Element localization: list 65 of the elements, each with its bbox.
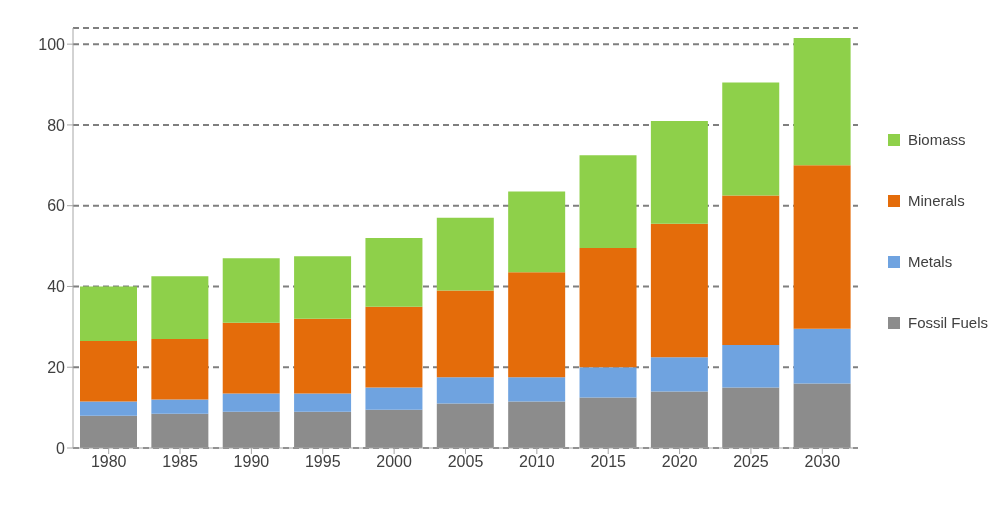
- bar: [650, 357, 708, 392]
- x-tick-label: 2020: [661, 453, 698, 471]
- bar: [365, 238, 423, 307]
- bar: [80, 340, 137, 402]
- bar: [508, 191, 566, 273]
- x-tick-label: 1995: [304, 453, 341, 471]
- bar: [579, 367, 637, 398]
- bar: [650, 391, 708, 448]
- bar: [436, 377, 494, 404]
- bar: [151, 413, 209, 448]
- y-tick-label: 20: [47, 358, 66, 376]
- y-tick-label: 80: [47, 116, 66, 134]
- bar: [793, 38, 851, 166]
- bar: [151, 276, 209, 339]
- bar: [508, 377, 566, 402]
- x-tick-label: 1990: [233, 453, 270, 471]
- bar: [365, 306, 423, 388]
- bar: [650, 223, 708, 358]
- bar: [436, 217, 494, 291]
- bar: [222, 393, 280, 412]
- bar: [294, 318, 352, 394]
- bar: [579, 397, 637, 448]
- bar: [80, 415, 137, 448]
- x-tick-label: 2000: [376, 453, 413, 471]
- bar: [151, 338, 209, 400]
- bar: [722, 195, 780, 346]
- bar: [222, 258, 280, 323]
- bar: [294, 411, 352, 448]
- bar: [722, 82, 780, 196]
- legend-label: Biomass: [907, 131, 966, 148]
- y-tick-label: 100: [38, 35, 66, 53]
- y-tick-label: 0: [56, 439, 66, 457]
- bar: [436, 403, 494, 448]
- y-tick-label: 40: [47, 278, 66, 296]
- bar: [650, 120, 708, 224]
- y-tick-label: 60: [47, 197, 66, 215]
- bar: [793, 328, 851, 384]
- x-tick-label: 2015: [590, 453, 627, 471]
- legend-label: Metals: [907, 253, 953, 270]
- bar: [722, 387, 780, 448]
- x-tick-label: 2010: [519, 453, 555, 471]
- bar: [80, 401, 137, 416]
- bar: [151, 399, 209, 414]
- bar: [365, 409, 423, 448]
- bar: [793, 383, 851, 448]
- bar: [80, 286, 137, 341]
- x-tick-label: 1985: [162, 453, 198, 471]
- x-tick-label: 2030: [804, 453, 841, 471]
- bar: [722, 345, 780, 388]
- x-tick-label: 2025: [733, 453, 769, 471]
- bar: [365, 387, 423, 410]
- bar: [222, 411, 280, 448]
- bar: [294, 393, 352, 412]
- bar: [579, 155, 637, 249]
- bar: [508, 272, 566, 378]
- bar: [436, 290, 494, 378]
- legend-label: Fossil Fuels: [907, 314, 988, 331]
- bar: [793, 165, 851, 329]
- legend-label: Minerals: [907, 192, 965, 209]
- bar: [508, 401, 566, 448]
- x-tick-label: 1980: [90, 453, 127, 471]
- bar: [222, 322, 280, 394]
- bar: [579, 248, 637, 368]
- x-tick-label: 2005: [447, 453, 484, 471]
- bar: [294, 256, 352, 319]
